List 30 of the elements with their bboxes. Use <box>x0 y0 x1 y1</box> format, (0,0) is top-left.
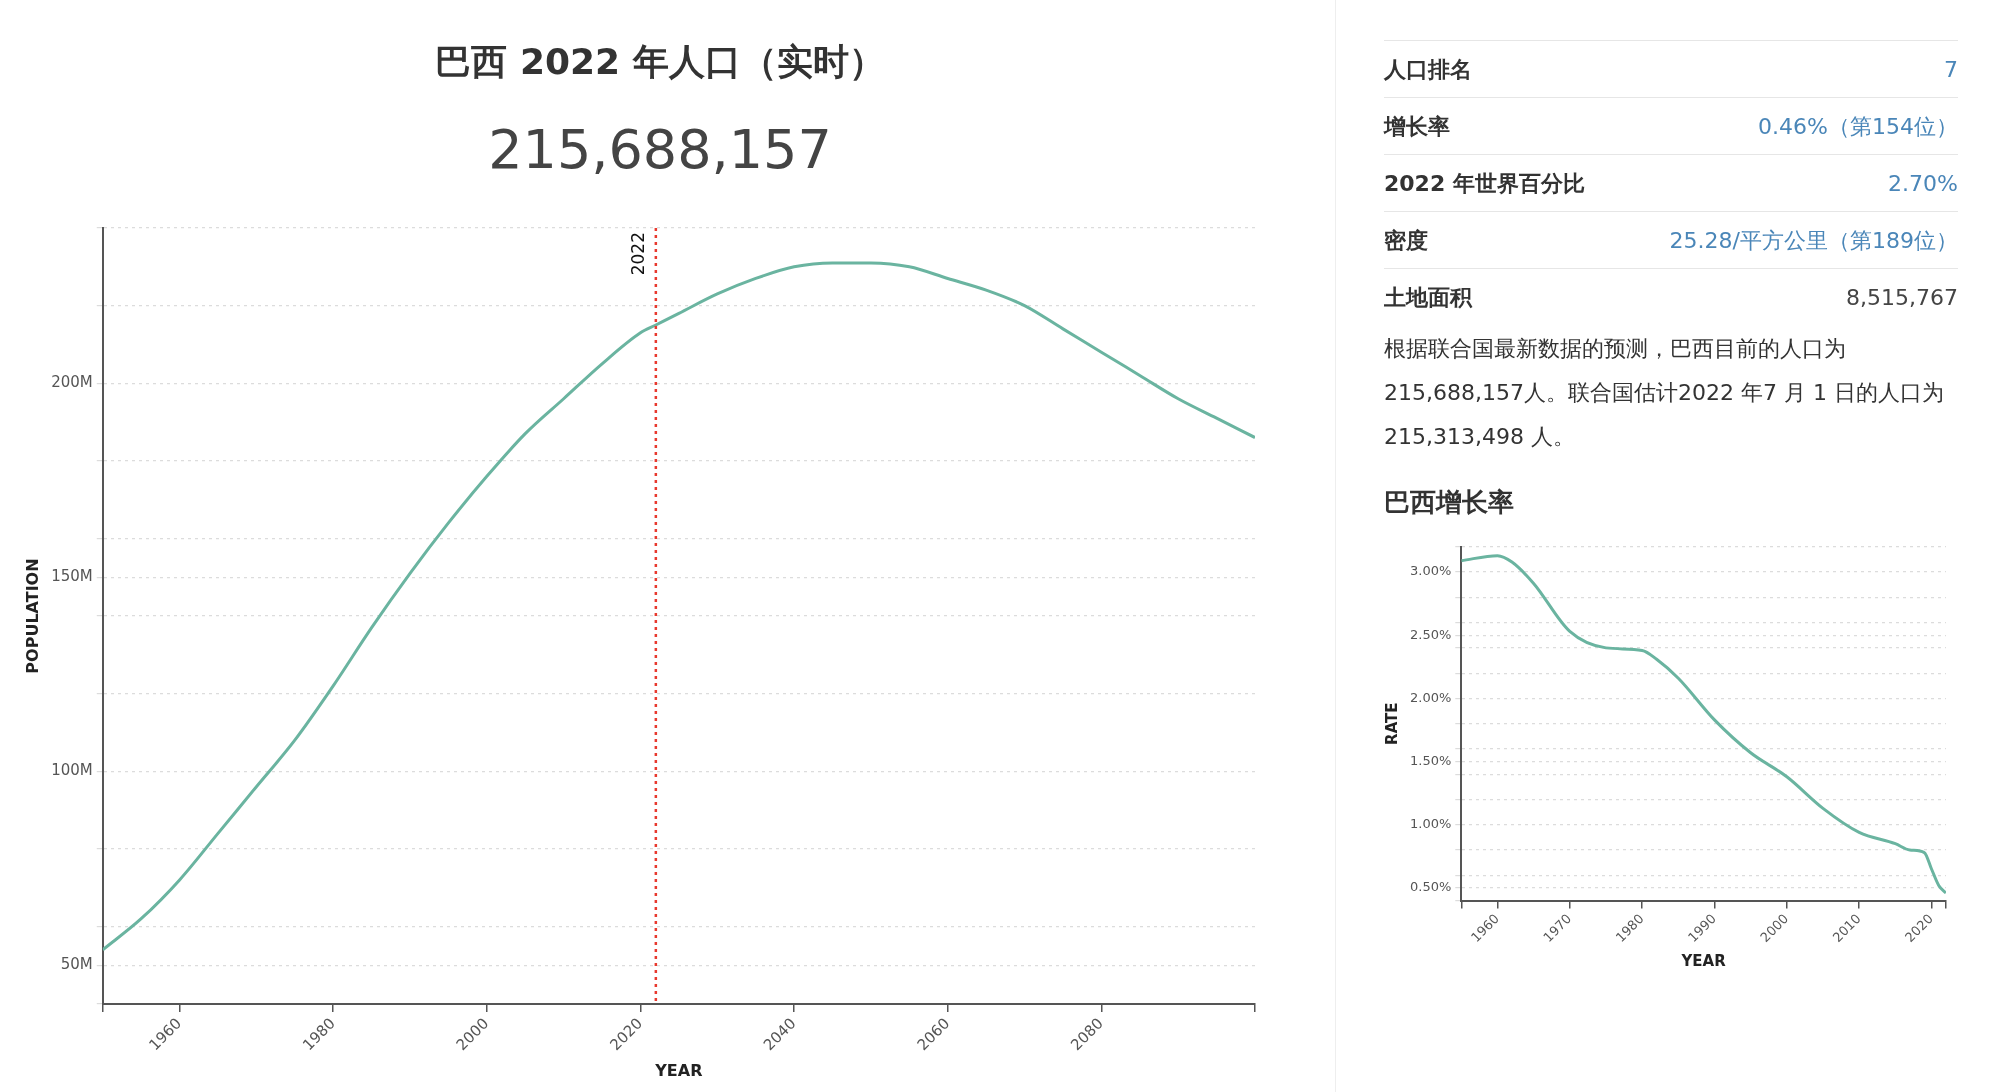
y-tick-label: 0.50% <box>1409 879 1452 895</box>
y-tick-label: 1.00% <box>1409 816 1452 832</box>
y-tick-label: 3.00% <box>1409 563 1452 579</box>
text: 密度 <box>1384 226 1428 255</box>
text: 0.46%（第154位） <box>1758 112 1958 141</box>
x-axis-title: YEAR <box>654 1060 703 1080</box>
text: 25.28/平方公里（第189位） <box>1669 226 1958 255</box>
y-tick-label: 100M <box>51 761 93 780</box>
text: 2.70% <box>1888 171 1958 196</box>
chart-subtitle: 215,688,157 <box>487 118 833 181</box>
y-tick-label: 200M <box>51 373 93 392</box>
y-axis-title: RATE <box>1382 702 1401 745</box>
text: 7 <box>1944 57 1958 82</box>
text: 2022 年世界百分比 <box>1384 169 1585 198</box>
text: 8,515,767 <box>1846 285 1958 310</box>
y-tick-label: 1.50% <box>1409 752 1452 768</box>
text: 增长率 <box>1384 112 1450 141</box>
text: 人口排名 <box>1384 55 1472 84</box>
y-tick-label: 2.00% <box>1409 689 1452 705</box>
y-axis-title: POPULATION <box>22 558 42 674</box>
text: 土地面积 <box>1384 283 1472 312</box>
y-tick-label: 2.50% <box>1409 626 1452 642</box>
x-axis-title: YEAR <box>1680 951 1727 970</box>
line-series <box>1461 554 1946 895</box>
text: 根据联合国最新数据的预测，巴西目前的人口为215,688,157人。联合国估计2022 年7 月 1 日的人口为215,313,498 人。 <box>1384 335 1945 451</box>
y-tick-label: 50M <box>60 955 93 974</box>
ref-line-label: 2022 <box>627 232 648 276</box>
chart-title: 巴西 2022 年人口（实时） <box>434 40 886 84</box>
chart-title: 巴西增长率 <box>1384 486 1514 519</box>
y-tick-label: 150M <box>51 567 93 586</box>
